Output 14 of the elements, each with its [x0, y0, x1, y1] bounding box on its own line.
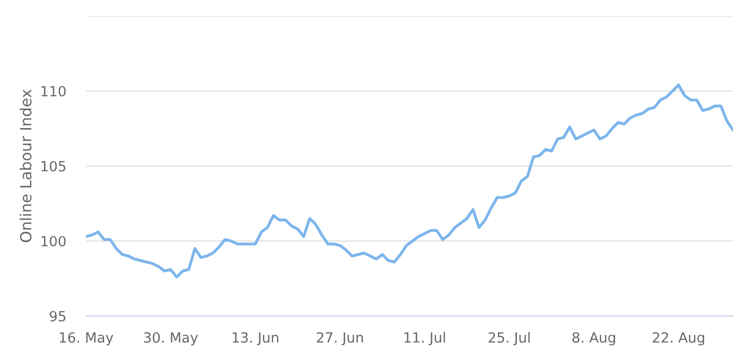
- y-axis-title: Online Labour Index: [20, 90, 32, 242]
- x-tick-label: 27. Jun: [316, 332, 363, 346]
- x-tick-label: 30. May: [144, 332, 198, 346]
- x-tick-label: 16. May: [60, 332, 114, 346]
- x-tick-label: 22. Aug: [652, 332, 704, 346]
- x-tick-label: 25. Jul: [488, 332, 530, 346]
- y-tick-label: 100: [42, 236, 66, 246]
- y-tick-label: 105: [42, 160, 66, 172]
- x-tick-label: 11. Jul: [404, 332, 445, 346]
- line-series: [86, 84, 733, 278]
- x-tick-label: 13. Jun: [232, 332, 278, 346]
- y-tick-label: 110: [42, 86, 66, 96]
- y-tick-label: 95: [50, 310, 66, 322]
- x-tick-label: 8. Aug: [572, 332, 616, 346]
